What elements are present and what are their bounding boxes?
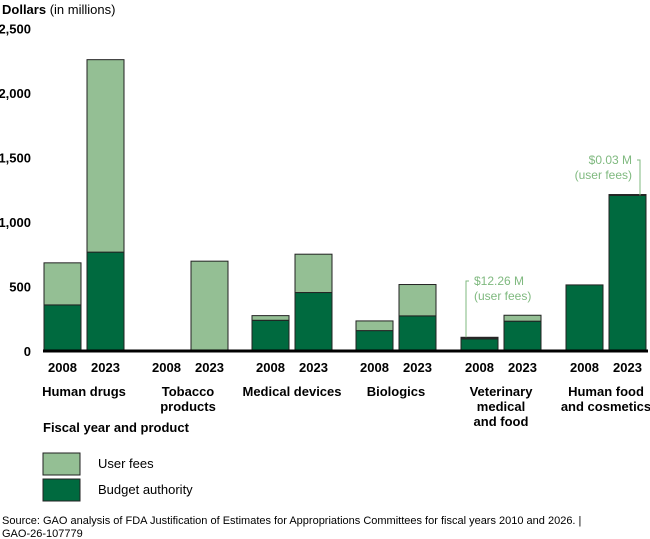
annotation-text: (user fees) <box>474 289 531 303</box>
source-note: Source: GAO analysis of FDA Justificatio… <box>2 515 581 527</box>
x-tick-year: 2023 <box>508 360 537 375</box>
bar-budget-authority <box>294 292 333 352</box>
x-group-label: products <box>160 399 216 414</box>
y-tick-label: 1,000 <box>0 215 31 230</box>
bar-user-fees <box>190 260 229 352</box>
bar-user-fees <box>608 194 647 196</box>
bar-budget-authority <box>503 320 542 352</box>
bar-budget-authority <box>43 304 82 352</box>
legend-swatch <box>42 478 81 502</box>
bar-budget-authority <box>398 315 437 352</box>
annotation-text: (user fees) <box>575 168 632 182</box>
bar-user-fees <box>294 253 333 294</box>
x-tick-year: 2023 <box>195 360 224 375</box>
bar-budget-authority <box>251 319 290 352</box>
bar-user-fees <box>503 314 542 322</box>
bar-user-fees <box>86 59 125 253</box>
annotation-leader <box>637 159 641 196</box>
x-group-label: and food <box>474 414 529 429</box>
x-group-label: and cosmetics <box>561 399 650 414</box>
x-group-label: medical <box>477 399 525 414</box>
y-tick-label: 0 <box>24 344 31 359</box>
x-tick-year: 2008 <box>152 360 181 375</box>
y-tick-label: 2,500 <box>0 21 31 36</box>
annotation-text: $0.03 M <box>589 153 632 167</box>
x-tick-year: 2008 <box>48 360 77 375</box>
bar-budget-authority <box>608 194 647 352</box>
legend-label: Budget authority <box>98 482 193 497</box>
x-group-label: Veterinary <box>470 384 534 399</box>
x-tick-year: 2023 <box>299 360 328 375</box>
x-group-label: Human food <box>568 384 644 399</box>
legend-swatch <box>42 452 81 476</box>
legend-label: User fees <box>98 456 154 471</box>
x-tick-year: 2008 <box>465 360 494 375</box>
bar-user-fees <box>398 284 437 317</box>
y-tick-label: 500 <box>9 279 31 294</box>
bar-user-fees <box>355 320 394 332</box>
bar-user-fees <box>43 262 82 306</box>
bar-user-fees <box>251 315 290 321</box>
y-tick-label: 2,000 <box>0 86 31 101</box>
annotation-text: $12.26 M <box>474 274 524 288</box>
x-group-label: Medical devices <box>243 384 342 399</box>
bar-user-fees <box>460 336 499 340</box>
bar-budget-authority <box>355 330 394 352</box>
y-tick-label: 1,500 <box>0 150 31 165</box>
x-group-label: Biologics <box>367 384 426 399</box>
bar-budget-authority <box>460 338 499 352</box>
x-axis-title: Fiscal year and product <box>43 420 190 435</box>
report-id: GAO-26-107779 <box>2 528 83 539</box>
bar-budget-authority <box>86 251 125 352</box>
x-tick-year: 2023 <box>613 360 642 375</box>
x-tick-year: 2008 <box>570 360 599 375</box>
y-axis-title: Dollars (in millions) <box>2 2 115 17</box>
x-tick-year: 2023 <box>91 360 120 375</box>
annotation-leader <box>465 280 469 338</box>
x-tick-year: 2023 <box>403 360 432 375</box>
x-group-label: Human drugs <box>42 384 126 399</box>
bar-budget-authority <box>565 284 604 352</box>
x-tick-year: 2008 <box>256 360 285 375</box>
x-group-label: Tobacco <box>162 384 215 399</box>
x-tick-year: 2008 <box>360 360 389 375</box>
